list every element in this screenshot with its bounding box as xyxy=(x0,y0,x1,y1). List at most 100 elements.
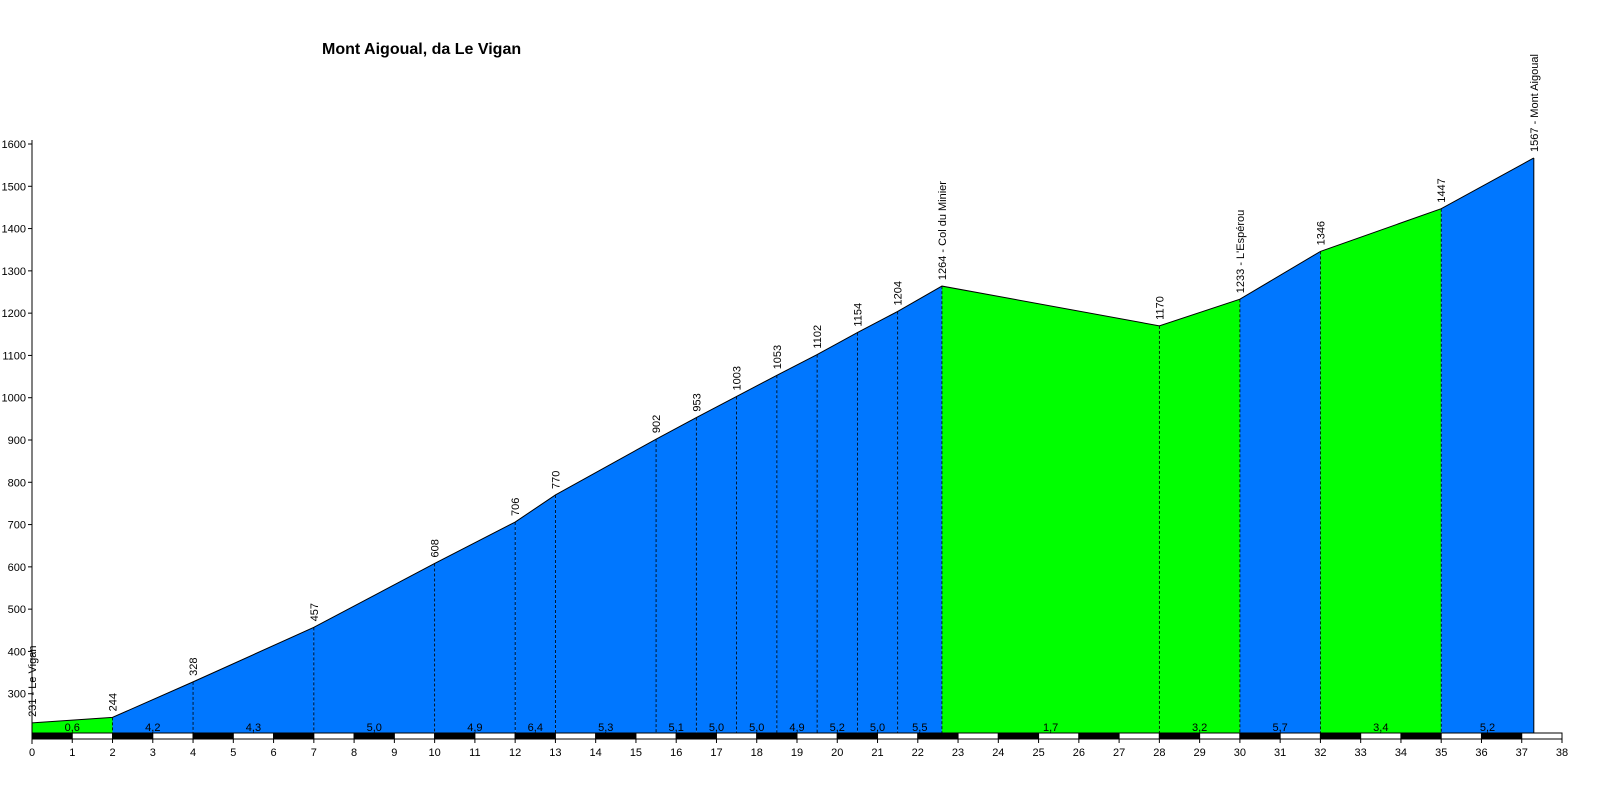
x-tick-label: 35 xyxy=(1435,747,1447,759)
segment-area xyxy=(736,375,777,736)
x-tick-label: 33 xyxy=(1355,747,1367,759)
gradient-label: 5,2 xyxy=(1480,722,1495,734)
elevation-label: 953 xyxy=(691,393,703,411)
x-tick-label: 0 xyxy=(29,747,35,759)
x-tick-label: 1 xyxy=(69,747,75,759)
y-tick-label: 500 xyxy=(8,604,26,616)
gradient-label: 5,5 xyxy=(912,722,927,734)
x-tick-label: 31 xyxy=(1274,747,1286,759)
x-tick-label: 5 xyxy=(230,747,236,759)
x-tick-label: 26 xyxy=(1073,747,1085,759)
elevation-label: 1154 xyxy=(852,303,864,327)
x-tick-label: 6 xyxy=(271,747,277,759)
x-scale-block xyxy=(997,732,1040,740)
gradient-label: 3,2 xyxy=(1192,722,1207,734)
gradient-label: 6,4 xyxy=(528,722,543,734)
elevation-label: 902 xyxy=(651,415,663,433)
elevation-label: 457 xyxy=(309,603,321,621)
profile-areas xyxy=(31,157,1535,737)
segment-area xyxy=(897,286,942,736)
y-tick-label: 300 xyxy=(8,689,26,701)
x-tick-label: 15 xyxy=(630,747,642,759)
gradient-label: 4,9 xyxy=(789,722,804,734)
elevation-label: 1003 xyxy=(732,366,744,390)
x-tick-label: 17 xyxy=(710,747,722,759)
gradient-label: 4,2 xyxy=(145,722,160,734)
y-tick-label: 700 xyxy=(8,520,26,532)
x-tick-label: 18 xyxy=(751,747,763,759)
x-tick-label: 37 xyxy=(1516,747,1528,759)
segment-area xyxy=(776,354,818,736)
x-tick-label: 19 xyxy=(791,747,803,759)
x-tick-label: 13 xyxy=(549,747,561,759)
y-tick-label: 1200 xyxy=(2,308,26,320)
segment-area xyxy=(555,439,657,736)
x-tick-label: 32 xyxy=(1314,747,1326,759)
x-tick-label: 7 xyxy=(311,747,317,759)
segment-area xyxy=(1320,208,1442,736)
x-scale-block xyxy=(1118,732,1160,740)
segment-area xyxy=(193,627,314,736)
x-tick-label: 27 xyxy=(1113,747,1125,759)
x-tick-label: 12 xyxy=(509,747,521,759)
elevation-label: 1053 xyxy=(772,345,784,369)
x-tick-label: 24 xyxy=(992,747,1004,759)
x-tick-label: 29 xyxy=(1194,747,1206,759)
x-scale-block xyxy=(1319,732,1362,740)
x-tick-label: 25 xyxy=(1032,747,1044,759)
x-tick-label: 28 xyxy=(1153,747,1165,759)
elevation-label: 770 xyxy=(550,471,562,489)
x-scale-block xyxy=(1078,732,1120,740)
segment-area xyxy=(1159,299,1240,736)
x-tick-label: 3 xyxy=(150,747,156,759)
elevation-label: 608 xyxy=(430,539,442,557)
y-tick-label: 1000 xyxy=(2,393,26,405)
gradient-label: 5,2 xyxy=(830,722,845,734)
gradient-label: 5,1 xyxy=(669,722,684,734)
x-scale-block xyxy=(1400,732,1442,740)
segment-area xyxy=(313,563,435,736)
x-scale-block xyxy=(554,732,597,740)
x-tick-label: 2 xyxy=(109,747,115,759)
x-tick-label: 9 xyxy=(391,747,397,759)
x-tick-label: 14 xyxy=(590,747,602,759)
x-tick-label: 23 xyxy=(952,747,964,759)
segment-area xyxy=(1239,251,1321,737)
x-scale-block xyxy=(273,732,315,740)
elevation-label: 1264 - Col du Minier xyxy=(937,181,949,280)
x-scale-block xyxy=(192,732,234,740)
elevation-label: 1447 xyxy=(1436,178,1448,202)
x-tick-label: 10 xyxy=(429,747,441,759)
gradient-label: 5,3 xyxy=(598,722,613,734)
gradient-label: 5,0 xyxy=(749,722,764,734)
y-tick-label: 1400 xyxy=(2,224,26,236)
elevation-labels: 231 - Le Vigan 244 328 457 608 706 770 902 953 10… xyxy=(27,54,1541,717)
gradient-label: 5,7 xyxy=(1273,722,1288,734)
segment-area xyxy=(857,311,898,736)
y-tick-label: 1300 xyxy=(2,266,26,278)
gradient-labels: 0,6 4,2 4,3 5,0 4,9 6,4 5,3 5,1 5,0 5,0 4,9 5,2 5,0 5… xyxy=(65,722,1496,734)
segment-area xyxy=(656,417,697,736)
x-scale-block xyxy=(313,732,355,740)
x-scale-block xyxy=(1440,732,1482,740)
x-scale-block xyxy=(393,732,436,740)
x-scale-block xyxy=(957,732,999,740)
gradient-label: 5,0 xyxy=(367,722,382,734)
gradient-label: 0,6 xyxy=(65,722,80,734)
elevation-label: 1204 xyxy=(893,281,905,305)
y-tick-label: 600 xyxy=(8,562,26,574)
y-tick-label: 400 xyxy=(8,646,26,658)
elevation-label: 328 xyxy=(188,658,200,676)
x-tick-label: 8 xyxy=(351,747,357,759)
y-tick-label: 900 xyxy=(8,435,26,447)
gradient-label: 4,3 xyxy=(246,722,261,734)
gradient-label: 5,0 xyxy=(709,722,724,734)
elevation-label: 1102 xyxy=(812,325,824,349)
elevation-label: 1170 xyxy=(1154,296,1166,320)
elevation-label: 231 - Le Vigan xyxy=(27,646,39,717)
x-tick-label: 21 xyxy=(871,747,883,759)
y-tick-label: 1100 xyxy=(2,350,26,362)
elevation-label: 1346 xyxy=(1315,221,1327,245)
y-tick-label: 800 xyxy=(8,477,26,489)
